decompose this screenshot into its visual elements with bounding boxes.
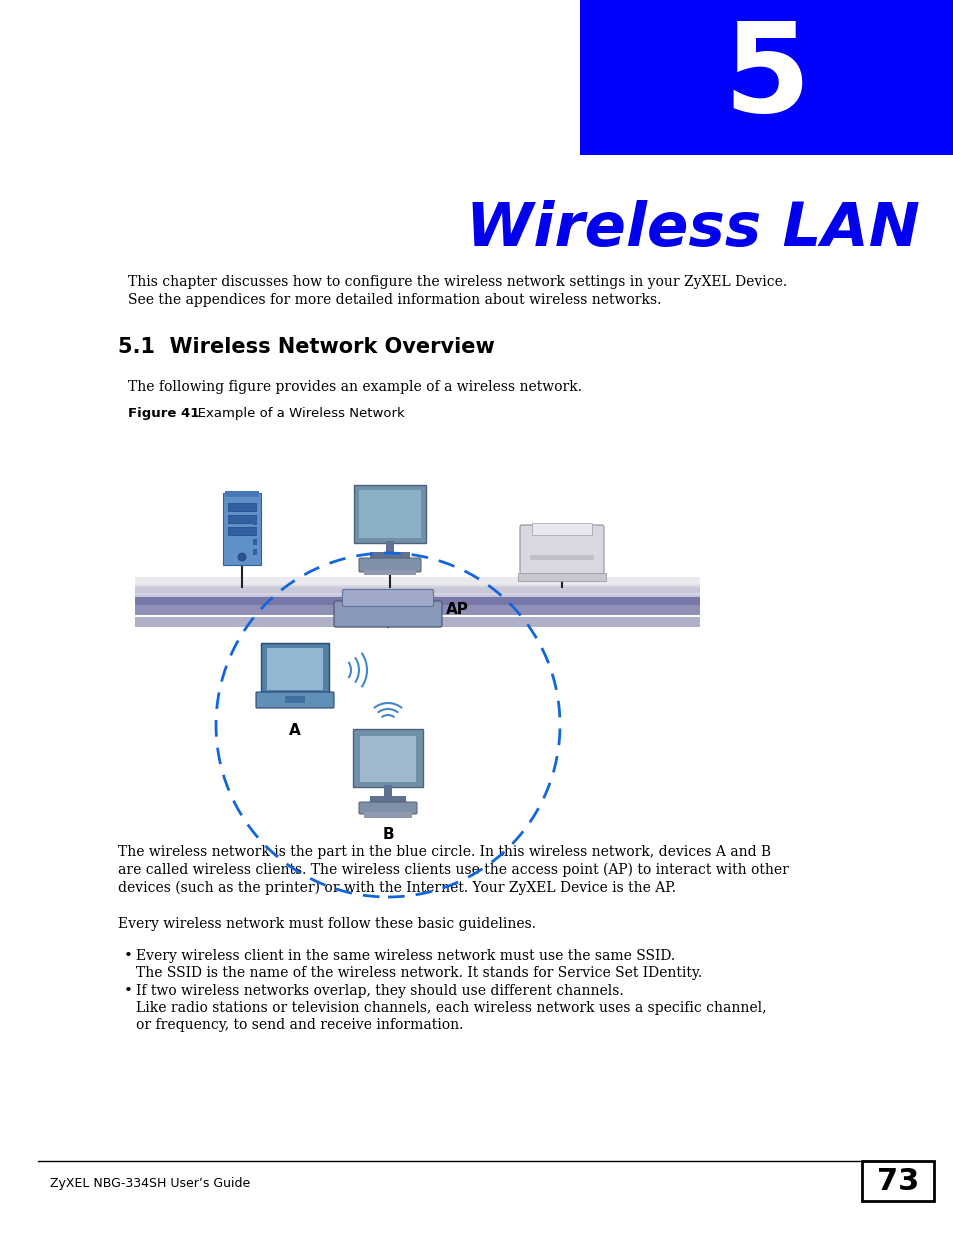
FancyBboxPatch shape [353, 729, 422, 787]
FancyBboxPatch shape [358, 558, 420, 572]
Text: Like radio stations or television channels, each wireless network uses a specifi: Like radio stations or television channe… [136, 1002, 765, 1015]
Circle shape [237, 553, 246, 561]
Text: •: • [124, 984, 132, 998]
Bar [135, 605, 700, 615]
Bar [532, 522, 592, 535]
FancyBboxPatch shape [261, 643, 329, 695]
Bar [530, 555, 594, 559]
Bar [285, 697, 305, 703]
Bar [354, 485, 426, 543]
Bar [223, 493, 261, 564]
Text: The following figure provides an example of a wireless network.: The following figure provides an example… [128, 380, 581, 394]
Text: See the appendices for more detailed information about wireless networks.: See the appendices for more detailed inf… [128, 293, 660, 308]
FancyBboxPatch shape [342, 589, 433, 606]
Bar [135, 595, 700, 605]
Bar [228, 503, 255, 511]
Text: The wireless network is the part in the blue circle. In this wireless network, d: The wireless network is the part in the … [118, 845, 770, 860]
Text: A: A [289, 722, 300, 739]
Bar [225, 492, 258, 496]
Bar [358, 490, 420, 538]
Bar [370, 797, 406, 804]
Bar [517, 573, 605, 580]
Bar [228, 515, 255, 522]
Bar [364, 571, 416, 576]
Text: Figure 41: Figure 41 [128, 408, 199, 420]
Bar [228, 527, 255, 535]
FancyBboxPatch shape [358, 802, 416, 814]
Text: AP: AP [446, 601, 468, 616]
Text: This chapter discusses how to configure the wireless network settings in your Zy: This chapter discusses how to configure … [128, 275, 786, 289]
Bar [135, 618, 700, 627]
Text: •: • [124, 948, 132, 963]
Text: 73: 73 [876, 1167, 918, 1195]
Bar [253, 538, 256, 545]
Text: Every wireless client in the same wireless network must use the same SSID.: Every wireless client in the same wirele… [136, 948, 675, 963]
Bar [253, 519, 256, 525]
FancyBboxPatch shape [255, 692, 334, 708]
Bar [384, 785, 392, 797]
Text: Example of a Wireless Network: Example of a Wireless Network [185, 408, 404, 420]
Text: or frequency, to send and receive information.: or frequency, to send and receive inform… [136, 1018, 463, 1032]
Text: devices (such as the printer) or with the Internet. Your ZyXEL Device is the AP.: devices (such as the printer) or with th… [118, 881, 676, 895]
Text: 5: 5 [722, 17, 810, 138]
Text: Wireless LAN: Wireless LAN [466, 200, 919, 259]
Text: ZyXEL NBG-334SH User’s Guide: ZyXEL NBG-334SH User’s Guide [50, 1177, 250, 1189]
Bar [364, 811, 412, 818]
Bar [135, 577, 700, 587]
Bar [386, 541, 394, 553]
Bar [253, 529, 256, 535]
FancyBboxPatch shape [359, 736, 416, 782]
Bar [253, 550, 256, 555]
FancyBboxPatch shape [334, 601, 441, 627]
Text: Every wireless network must follow these basic guidelines.: Every wireless network must follow these… [118, 918, 536, 931]
Bar [135, 593, 700, 597]
FancyBboxPatch shape [267, 648, 323, 690]
FancyBboxPatch shape [519, 525, 603, 577]
Text: The SSID is the name of the wireless network. It stands for Service Set IDentity: The SSID is the name of the wireless net… [136, 966, 701, 981]
Text: 5.1  Wireless Network Overview: 5.1 Wireless Network Overview [118, 337, 495, 357]
Bar [135, 585, 700, 595]
Bar [862, 1161, 933, 1200]
Bar [370, 552, 410, 559]
Text: If two wireless networks overlap, they should use different channels.: If two wireless networks overlap, they s… [136, 984, 623, 998]
Text: B: B [382, 827, 394, 842]
Text: are called wireless clients. The wireless clients use the access point (AP) to i: are called wireless clients. The wireles… [118, 863, 788, 877]
Bar [579, 0, 953, 156]
